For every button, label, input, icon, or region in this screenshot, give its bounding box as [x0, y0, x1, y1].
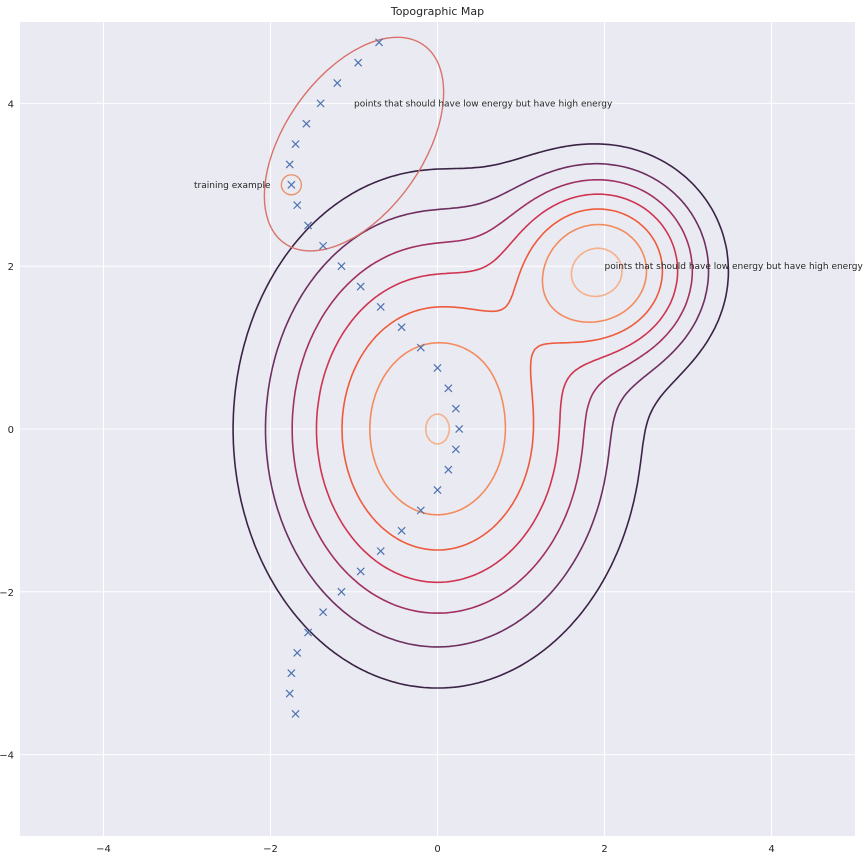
data-point — [293, 648, 302, 657]
data-point — [356, 567, 365, 576]
y-tick-label: 0 — [8, 425, 14, 436]
data-point — [319, 241, 328, 250]
data-point — [319, 608, 328, 617]
contour-level-1 — [232, 143, 730, 689]
data-point — [337, 587, 346, 596]
data-point-stroke — [433, 486, 442, 495]
data-point-stroke — [293, 201, 302, 210]
data-point — [337, 262, 346, 271]
data-point — [451, 404, 460, 413]
data-point — [455, 424, 464, 434]
contour-level-4 — [315, 193, 679, 584]
data-point-stroke — [291, 140, 300, 149]
data-point-stroke — [376, 302, 385, 311]
data-point-stroke — [285, 160, 294, 169]
data-point — [356, 282, 365, 291]
annotation-layer: points that should have low energy but h… — [194, 99, 863, 272]
data-point-stroke — [416, 506, 425, 515]
data-point-stroke — [416, 343, 425, 352]
overlay-layer — [263, 36, 445, 252]
data-point-stroke — [444, 384, 453, 393]
data-point — [376, 302, 385, 311]
data-point-stroke — [291, 709, 300, 718]
x-tick-label: −2 — [263, 844, 278, 855]
data-point — [397, 526, 406, 535]
contour-level-7 — [425, 247, 623, 445]
data-point — [291, 709, 300, 718]
y-tick-label: 4 — [8, 99, 14, 110]
x-tick-label: 2 — [601, 844, 607, 855]
data-point — [416, 506, 425, 515]
x-tick-label: 4 — [768, 844, 774, 855]
data-point — [354, 58, 363, 67]
data-point — [287, 669, 296, 678]
points-layer — [285, 38, 464, 718]
data-point-stroke — [451, 445, 460, 454]
grid-layer — [20, 22, 855, 836]
data-point — [304, 221, 313, 230]
data-point-stroke — [304, 221, 313, 230]
data-point-stroke — [356, 282, 365, 291]
data-point-stroke — [319, 608, 328, 617]
data-point-stroke — [455, 424, 464, 434]
data-point-stroke — [337, 262, 346, 271]
data-point-stroke — [319, 241, 328, 250]
data-point-stroke — [287, 669, 296, 678]
data-point — [433, 486, 442, 495]
data-point — [293, 201, 302, 210]
y-tick-label: −2 — [0, 588, 14, 599]
contour-level-2 — [264, 162, 710, 648]
data-point — [285, 160, 294, 169]
x-tick-label: 0 — [434, 844, 440, 855]
data-point — [333, 79, 342, 88]
data-point-stroke — [302, 119, 311, 128]
data-point — [433, 363, 442, 372]
tick-layer: −4 −2 0 2 4 −4 −2 0 2 4 — [0, 99, 775, 855]
data-point-stroke — [451, 404, 460, 413]
data-point-stroke — [376, 547, 385, 556]
data-point — [316, 99, 325, 108]
y-tick-label: 2 — [8, 262, 14, 273]
data-point-stroke — [337, 587, 346, 596]
annotation-label: training example — [194, 181, 271, 191]
data-point-stroke — [285, 689, 294, 698]
data-point — [302, 119, 311, 128]
annotation-label: points that should have low energy but h… — [605, 262, 864, 272]
data-point — [451, 445, 460, 454]
y-tick-label: −4 — [0, 751, 14, 762]
annotation-label: points that should have low energy but h… — [354, 99, 613, 109]
data-point — [304, 628, 313, 637]
chart-title: Topographic Map — [390, 5, 484, 18]
contour-level-5 — [341, 208, 664, 551]
data-point — [444, 384, 453, 393]
data-point — [416, 343, 425, 352]
data-point-stroke — [444, 465, 453, 474]
data-point-stroke — [375, 38, 384, 47]
data-point — [444, 465, 453, 474]
data-point — [285, 689, 294, 698]
data-point — [397, 323, 406, 332]
data-point-stroke — [304, 628, 313, 637]
training-ellipse — [263, 36, 445, 252]
data-point-stroke — [397, 526, 406, 535]
data-point-stroke — [433, 363, 442, 372]
training-circle — [280, 174, 303, 196]
data-point-stroke — [354, 58, 363, 67]
contour-layer — [232, 143, 730, 689]
data-point — [376, 547, 385, 556]
data-point-stroke — [293, 648, 302, 657]
data-point-stroke — [333, 79, 342, 88]
data-point — [287, 180, 296, 189]
data-point-stroke — [397, 323, 406, 332]
data-point-stroke — [316, 99, 325, 108]
data-point — [291, 140, 300, 149]
data-point-stroke — [356, 567, 365, 576]
data-point — [375, 38, 384, 47]
contour-level-3 — [291, 179, 694, 614]
x-tick-label: −4 — [96, 844, 111, 855]
data-point-stroke — [287, 180, 296, 189]
